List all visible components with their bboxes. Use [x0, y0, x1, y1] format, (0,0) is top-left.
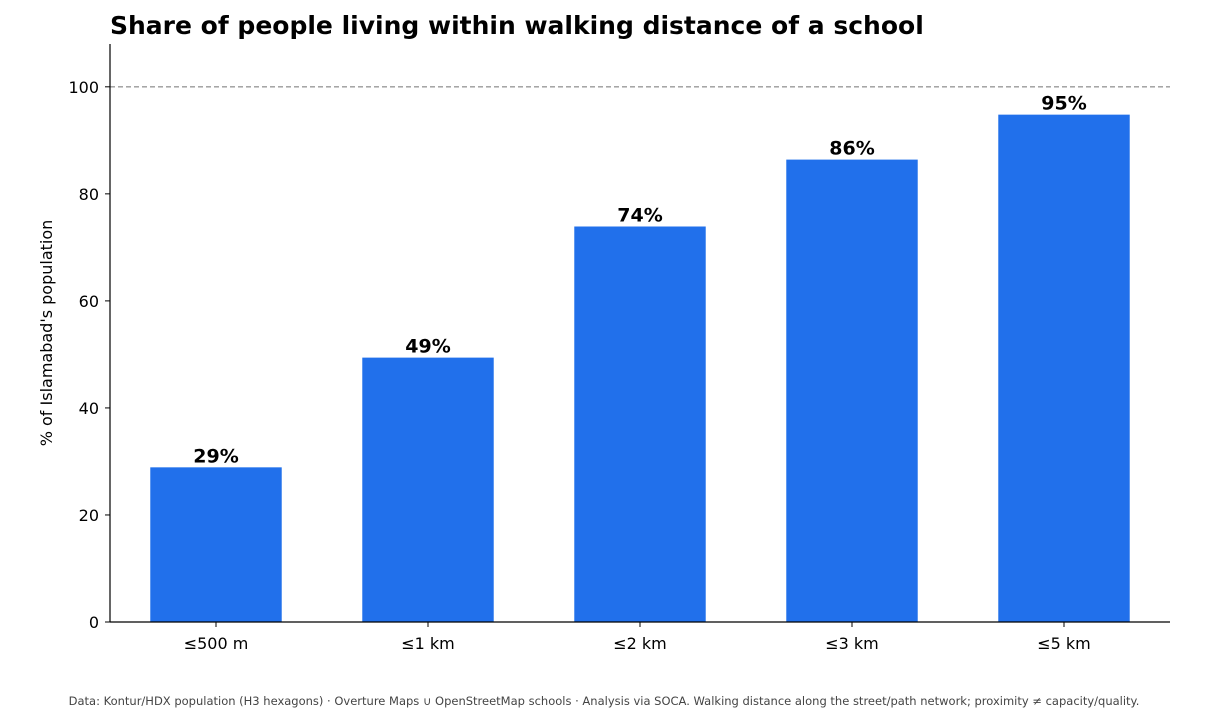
data-label-1: 29%	[193, 445, 238, 467]
data-label-3: 74%	[617, 204, 662, 226]
bar-5	[998, 114, 1130, 623]
bar-3	[574, 226, 706, 622]
bar-4	[786, 159, 918, 622]
x-tick-label-4: ≤3 km	[825, 634, 879, 653]
data-label-2: 49%	[405, 336, 450, 358]
data-label-5: 95%	[1041, 93, 1086, 115]
y-tick-label-1: 0	[89, 613, 99, 632]
x-tick-label-1: ≤500 m	[184, 634, 249, 653]
y-tick-label-4: 60	[79, 292, 99, 311]
y-axis-label: % of Islamabad's population	[37, 220, 56, 447]
x-tick-label-3: ≤2 km	[613, 634, 667, 653]
plot-area: 29% ≤500 m 49% ≤1 km 74% ≤2 km 86% ≤3 km 95% ≤5 k…	[68, 44, 1170, 653]
x-tick-label-2: ≤1 km	[401, 634, 455, 653]
x-tick-label-5: ≤5 km	[1037, 634, 1091, 653]
y-tick-label-3: 40	[79, 399, 99, 418]
y-tick-label-5: 80	[79, 185, 99, 204]
bar-1	[150, 467, 282, 622]
bar-2	[362, 357, 494, 622]
data-label-4: 86%	[829, 138, 874, 160]
chart-title: Share of people living within walking di…	[110, 11, 924, 40]
y-tick-label-6: 100	[68, 78, 99, 97]
y-tick-label-2: 20	[79, 506, 99, 525]
footer-note: Data: Kontur/HDX population (H3 hexagons…	[69, 694, 1140, 708]
